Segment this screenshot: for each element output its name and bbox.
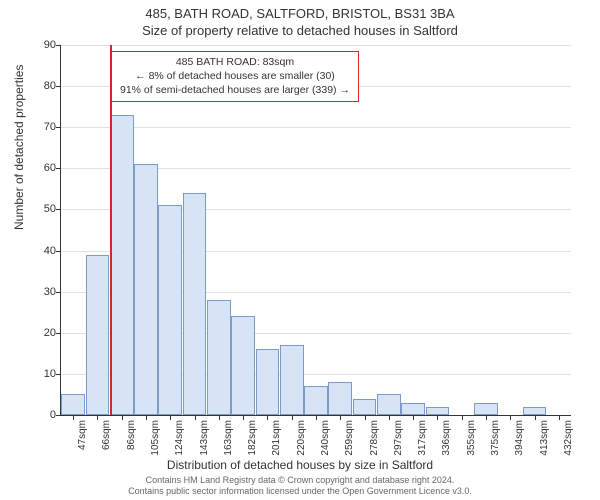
gridline [61,45,571,46]
histogram-bar [377,394,401,415]
xtick-label: 375sqm [490,420,501,456]
xtick-mark [437,415,438,420]
histogram-bar [328,382,352,415]
xtick-label: 86sqm [126,420,137,450]
xtick-mark [340,415,341,420]
xtick-mark [462,415,463,420]
xtick-mark [97,415,98,420]
xtick-label: 297sqm [393,420,404,456]
ytick-mark [56,251,61,252]
xtick-mark [146,415,147,420]
x-axis-title: Distribution of detached houses by size … [0,458,600,472]
ytick-label: 80 [26,80,56,92]
xtick-label: 240sqm [320,420,331,456]
ytick-mark [56,292,61,293]
ytick-mark [56,168,61,169]
xtick-label: 124sqm [174,420,185,456]
footer-line2: Contains public sector information licen… [0,486,600,498]
ytick-label: 40 [26,245,56,257]
gridline [61,127,571,128]
info-line: 91% of semi-detached houses are larger (… [120,83,350,97]
histogram-bar [158,205,182,415]
xtick-label: 201sqm [271,420,282,456]
info-line: ← 8% of detached houses are smaller (30) [120,69,350,83]
ytick-mark [56,45,61,46]
xtick-label: 259sqm [344,420,355,456]
xtick-label: 394sqm [514,420,525,456]
histogram-bar [474,403,498,415]
ytick-mark [56,333,61,334]
histogram-bar [134,164,158,415]
xtick-mark [413,415,414,420]
xtick-label: 413sqm [539,420,550,456]
ytick-label: 90 [26,39,56,51]
xtick-label: 336sqm [441,420,452,456]
info-box: 485 BATH ROAD: 83sqm← 8% of detached hou… [111,51,359,102]
ytick-label: 70 [26,121,56,133]
ytick-mark [56,415,61,416]
histogram-bar [426,407,450,415]
xtick-mark [389,415,390,420]
info-line: 485 BATH ROAD: 83sqm [120,55,350,69]
histogram-bar [86,255,110,415]
footer: Contains HM Land Registry data © Crown c… [0,475,600,498]
xtick-label: 105sqm [150,420,161,456]
histogram-bar [110,115,134,415]
xtick-mark [486,415,487,420]
xtick-mark [510,415,511,420]
chart-title-sub: Size of property relative to detached ho… [0,21,600,38]
ytick-label: 0 [26,409,56,421]
xtick-mark [195,415,196,420]
plot-area: 010203040506070809047sqm66sqm86sqm105sqm… [60,45,570,415]
histogram-bar [523,407,547,415]
xtick-mark [535,415,536,420]
histogram-bar [280,345,304,415]
xtick-mark [73,415,74,420]
histogram-bar [61,394,85,415]
y-axis-title: Number of detached properties [12,65,26,230]
ytick-label: 30 [26,286,56,298]
ytick-mark [56,127,61,128]
xtick-label: 317sqm [417,420,428,456]
footer-line1: Contains HM Land Registry data © Crown c… [0,475,600,487]
ytick-mark [56,374,61,375]
xtick-label: 143sqm [199,420,210,456]
ytick-mark [56,209,61,210]
chart-title-main: 485, BATH ROAD, SALTFORD, BRISTOL, BS31 … [0,0,600,21]
histogram-bar [353,399,377,415]
xtick-label: 66sqm [101,420,112,450]
xtick-mark [292,415,293,420]
histogram-bar [401,403,425,415]
histogram-bar [256,349,280,415]
xtick-mark [365,415,366,420]
histogram-bar [231,316,255,415]
xtick-mark [122,415,123,420]
xtick-label: 182sqm [247,420,258,456]
ytick-label: 60 [26,162,56,174]
chart-container: 485, BATH ROAD, SALTFORD, BRISTOL, BS31 … [0,0,600,500]
xtick-label: 163sqm [223,420,234,456]
histogram-bar [207,300,231,415]
xtick-mark [267,415,268,420]
ytick-label: 10 [26,368,56,380]
chart-box: 010203040506070809047sqm66sqm86sqm105sqm… [60,45,571,416]
xtick-mark [243,415,244,420]
xtick-label: 47sqm [77,420,88,450]
xtick-mark [316,415,317,420]
ytick-mark [56,86,61,87]
xtick-label: 432sqm [563,420,574,456]
histogram-bar [183,193,207,415]
xtick-mark [219,415,220,420]
histogram-bar [304,386,328,415]
ytick-label: 20 [26,327,56,339]
xtick-label: 355sqm [466,420,477,456]
xtick-mark [170,415,171,420]
xtick-mark [559,415,560,420]
xtick-label: 220sqm [296,420,307,456]
ytick-label: 50 [26,203,56,215]
xtick-label: 278sqm [369,420,380,456]
